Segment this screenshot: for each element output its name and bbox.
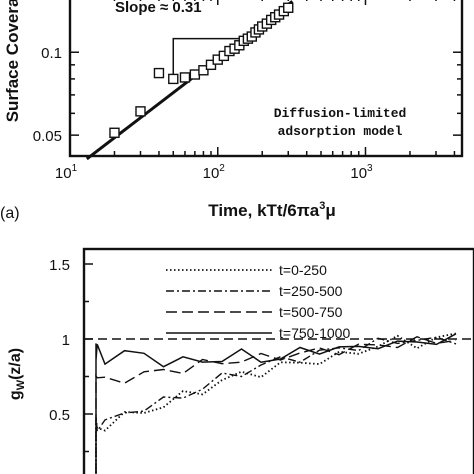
panel-a: Slope ≈ 0.31 Diffusion-limited adsorptio… bbox=[0, 0, 464, 222]
x-tick-exponent: 3 bbox=[367, 163, 373, 174]
panel-a-points bbox=[109, 2, 294, 138]
panel-a-ytick-labels: 0.05 0.1 bbox=[33, 45, 62, 145]
annotation-line-1: Diffusion-limited bbox=[274, 106, 407, 121]
y-tick-label: 0.05 bbox=[33, 128, 62, 145]
data-point bbox=[168, 73, 179, 85]
x-tick-exponent: 2 bbox=[219, 163, 225, 174]
legend-label: t=0-250 bbox=[279, 262, 327, 278]
legend-label: t=250-500 bbox=[279, 283, 343, 299]
y-tick-label: 1.5 bbox=[49, 257, 70, 274]
ylabel-subscript: W bbox=[15, 379, 27, 390]
panel-b-lines bbox=[95, 332, 457, 474]
series-line-dashdot bbox=[95, 336, 457, 474]
xlabel-superscript: 3 bbox=[319, 200, 325, 212]
panel-b: t=0-250 t=250-500 t=500-750 t=750-1000 0.5 1… bbox=[7, 247, 474, 474]
panel-a-ticks bbox=[69, 0, 462, 156]
data-point bbox=[205, 59, 217, 71]
data-point bbox=[179, 72, 191, 83]
y-tick-label: 0.1 bbox=[41, 45, 62, 62]
x-tick-label: 103 bbox=[350, 163, 373, 182]
legend: t=0-250 t=250-500 t=500-750 t=750-1000 bbox=[166, 262, 350, 341]
slope-triangle bbox=[172, 37, 244, 80]
legend-label: t=500-750 bbox=[279, 304, 343, 320]
series-line-solid bbox=[95, 333, 457, 474]
panel-a-xtick-labels: 101 102 103 bbox=[55, 163, 373, 182]
xlabel-suffix: μ bbox=[325, 201, 335, 220]
series-line-dotted bbox=[95, 332, 457, 474]
legend-label: t=750-1000 bbox=[279, 325, 350, 341]
panel-b-frame bbox=[82, 247, 474, 474]
panel-b-ytick-labels: 0.5 1 1.5 bbox=[49, 257, 70, 424]
y-tick-label: 1 bbox=[62, 332, 70, 349]
x-tick-base: 10 bbox=[203, 165, 220, 182]
data-point bbox=[153, 67, 165, 79]
x-tick-base: 10 bbox=[55, 165, 72, 182]
annotation-line-2: adsorption model bbox=[278, 124, 403, 139]
y-tick-label: 0.5 bbox=[49, 407, 70, 424]
data-point bbox=[198, 65, 209, 76]
panel-a-ylabel: Surface Coverage bbox=[3, 0, 22, 122]
x-tick-label: 101 bbox=[55, 163, 78, 182]
panel-b-ticks bbox=[84, 263, 93, 453]
ylabel-main: g bbox=[7, 390, 24, 400]
panel-a-frame bbox=[68, 0, 464, 158]
panel-a-label: (a) bbox=[0, 205, 20, 222]
x-tick-base: 10 bbox=[350, 165, 367, 182]
series-line-dashed bbox=[95, 336, 457, 474]
panel-a-xlabel: Time, kTt/6πa3μ bbox=[208, 200, 336, 220]
data-point bbox=[109, 127, 120, 138]
x-tick-exponent: 1 bbox=[72, 163, 78, 174]
data-point bbox=[283, 2, 294, 13]
xlabel-prefix: Time, kTt/6πa bbox=[208, 201, 320, 220]
slope-label: Slope ≈ 0.31 bbox=[115, 0, 202, 16]
ylabel-suffix: (z/a) bbox=[7, 348, 24, 380]
data-point bbox=[135, 106, 146, 117]
x-tick-label: 102 bbox=[203, 163, 226, 182]
data-point bbox=[189, 69, 201, 80]
panel-b-ylabel: gW(z/a) bbox=[7, 348, 27, 400]
